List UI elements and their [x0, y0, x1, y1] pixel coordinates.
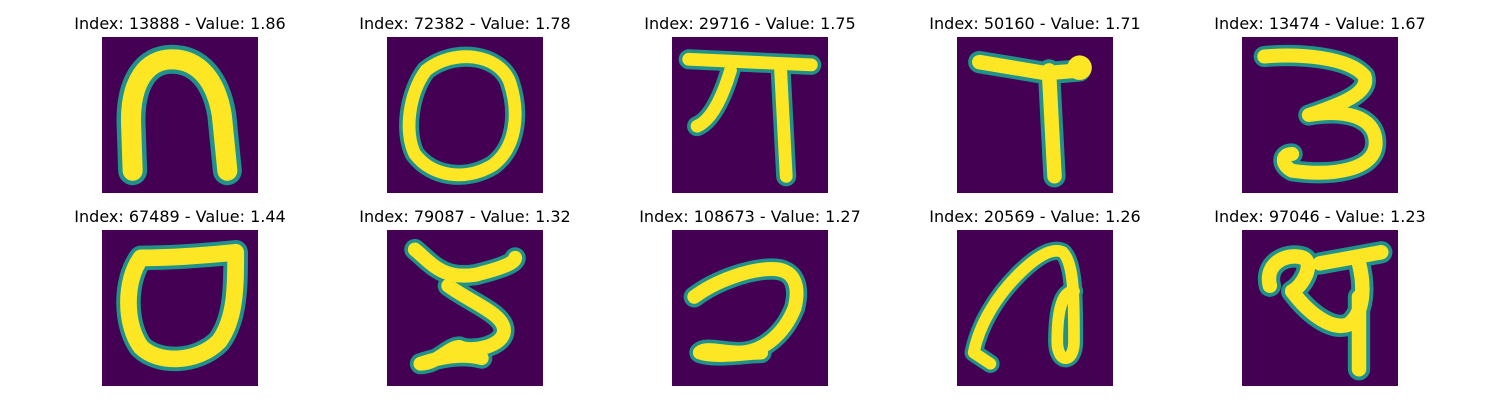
glyph-t-like [968, 50, 1092, 188]
sample-cell-3: Index: 29716 - Value: 1.75 [620, 12, 880, 202]
glyph-five-like [404, 238, 526, 375]
glyph-n-arch [116, 44, 242, 186]
glyph-image [1242, 37, 1398, 193]
sample-cell-10: Index: 97046 - Value: 1.23 [1190, 205, 1450, 395]
glyph-pi-like [678, 49, 822, 187]
glyph-image [672, 37, 828, 193]
glyph-swirl [1257, 241, 1393, 381]
sample-title: Index: 13888 - Value: 1.86 [74, 14, 286, 33]
glyph-image [957, 37, 1113, 193]
sample-title: Index: 13474 - Value: 1.67 [1214, 14, 1426, 33]
glyph-image [102, 37, 258, 193]
glyph-image [102, 230, 258, 386]
glyph-hook [683, 258, 808, 366]
sample-title: Index: 50160 - Value: 1.71 [929, 14, 1141, 33]
sample-cell-9: Index: 20569 - Value: 1.26 [905, 205, 1165, 395]
sample-title: Index: 72382 - Value: 1.78 [359, 14, 571, 33]
glyph-image [957, 230, 1113, 386]
sample-cell-7: Index: 79087 - Value: 1.32 [335, 205, 595, 395]
sample-title: Index: 97046 - Value: 1.23 [1214, 207, 1426, 226]
sample-title: Index: 67489 - Value: 1.44 [74, 207, 286, 226]
sample-title: Index: 108673 - Value: 1.27 [639, 207, 861, 226]
glyph-image [387, 37, 543, 193]
glyph-o-flag [116, 240, 248, 372]
sample-title: Index: 20569 - Value: 1.26 [929, 207, 1141, 226]
sample-cell-5: Index: 13474 - Value: 1.67 [1190, 12, 1450, 202]
glyph-image [672, 230, 828, 386]
glyph-o-ring [399, 46, 526, 185]
sample-cell-1: Index: 13888 - Value: 1.86 [50, 12, 310, 202]
glyph-image [387, 230, 543, 386]
glyph-loop-a [964, 241, 1084, 373]
sample-cell-4: Index: 50160 - Value: 1.71 [905, 12, 1165, 202]
sample-cell-6: Index: 67489 - Value: 1.44 [50, 205, 310, 395]
sample-title: Index: 29716 - Value: 1.75 [644, 14, 856, 33]
sample-title: Index: 79087 - Value: 1.32 [359, 207, 571, 226]
glyph-image [1242, 230, 1398, 386]
sample-cell-2: Index: 72382 - Value: 1.78 [335, 12, 595, 202]
sample-cell-8: Index: 108673 - Value: 1.27 [620, 205, 880, 395]
glyph-three [1253, 45, 1387, 184]
